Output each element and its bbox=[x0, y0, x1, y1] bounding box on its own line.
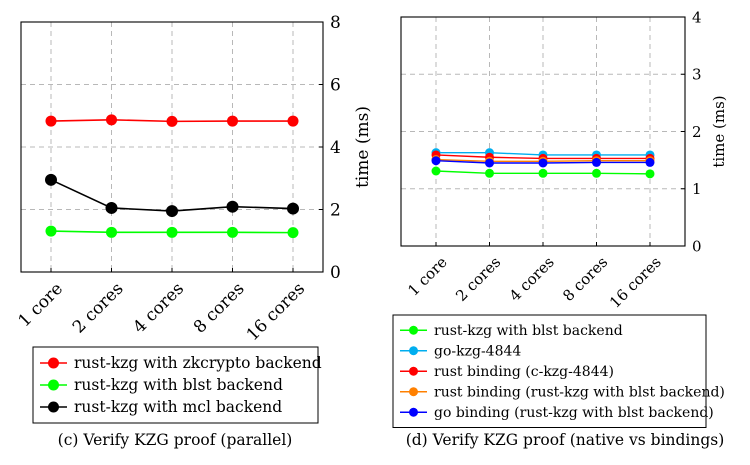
y-tick-label: 0 bbox=[692, 237, 702, 255]
y-tick-label: 4 bbox=[692, 8, 702, 26]
data-point bbox=[106, 226, 117, 238]
legend-box bbox=[392, 314, 707, 428]
legend-label: rust-kzg with zkcrypto backend bbox=[74, 354, 322, 372]
data-point bbox=[287, 227, 299, 239]
x-tick-label: 16 cores bbox=[243, 279, 309, 345]
data-point bbox=[592, 157, 601, 167]
data-point bbox=[106, 114, 117, 126]
x-tick-label: 1 core bbox=[404, 253, 451, 300]
data-point bbox=[227, 115, 238, 127]
data-point bbox=[431, 166, 441, 176]
data-point bbox=[105, 201, 118, 214]
data-point bbox=[645, 169, 655, 179]
legend-label: go binding (rust-kzg with blst backend) bbox=[434, 405, 714, 421]
data-point bbox=[287, 202, 299, 215]
data-point bbox=[45, 173, 57, 186]
x-tick-label: 1 core bbox=[15, 279, 67, 331]
data-point bbox=[431, 156, 441, 166]
x-tick-label: 4 cores bbox=[506, 253, 558, 305]
y-tick-label: 3 bbox=[692, 66, 702, 84]
y-tick-label: 6 bbox=[330, 75, 341, 95]
legend-label: rust binding (c-kzg-4844) bbox=[434, 364, 614, 380]
legend-label: rust binding (rust-kzg with blst backend… bbox=[434, 384, 725, 400]
data-point bbox=[485, 158, 494, 168]
legend-box bbox=[32, 346, 319, 424]
legend-label: rust-kzg with blst backend bbox=[74, 376, 283, 394]
x-tick-label: 2 cores bbox=[69, 279, 128, 338]
data-point bbox=[645, 157, 655, 167]
data-point bbox=[592, 168, 601, 178]
x-tick-label: 4 cores bbox=[129, 279, 188, 338]
y-axis-label: time (ms) bbox=[710, 95, 728, 167]
data-point bbox=[287, 115, 299, 127]
y-tick-label: 4 bbox=[330, 138, 341, 158]
data-point bbox=[45, 115, 57, 127]
data-point bbox=[227, 226, 238, 238]
data-point bbox=[538, 168, 548, 178]
legend-swatch-marker bbox=[409, 387, 418, 397]
y-tick-label: 2 bbox=[692, 123, 702, 141]
legend-label: rust-kzg with blst backend bbox=[434, 323, 623, 339]
legend-swatch-marker bbox=[409, 407, 418, 417]
data-point bbox=[166, 226, 178, 238]
legend-label: rust-kzg with mcl backend bbox=[74, 398, 282, 416]
plot-frame bbox=[400, 16, 686, 247]
legend-swatch-marker bbox=[48, 379, 59, 391]
figure-caption: (c) Verify KZG proof (parallel) bbox=[58, 431, 293, 449]
data-point bbox=[166, 205, 178, 218]
y-tick-label: 2 bbox=[330, 200, 341, 220]
data-point bbox=[45, 225, 57, 237]
y-axis-label: time (ms) bbox=[353, 106, 373, 188]
data-point bbox=[166, 115, 178, 127]
data-point bbox=[538, 158, 548, 168]
y-tick-label: 0 bbox=[330, 263, 341, 283]
x-tick-label: 2 cores bbox=[452, 253, 504, 305]
x-tick-label: 8 cores bbox=[190, 279, 249, 338]
legend-swatch-marker bbox=[48, 357, 59, 369]
x-tick-label: 16 cores bbox=[606, 253, 665, 312]
data-point bbox=[485, 168, 494, 178]
data-point bbox=[226, 200, 239, 213]
legend-swatch-marker bbox=[409, 325, 418, 335]
y-tick-label: 1 bbox=[692, 180, 702, 198]
legend-label: go-kzg-4844 bbox=[434, 343, 521, 359]
y-tick-label: 8 bbox=[330, 13, 341, 33]
figure-caption: (d) Verify KZG proof (native vs bindings… bbox=[406, 431, 725, 449]
legend-swatch-marker bbox=[409, 366, 418, 376]
legend-swatch-marker bbox=[409, 346, 418, 356]
x-tick-label: 8 cores bbox=[559, 253, 611, 305]
legend-swatch-marker bbox=[48, 401, 59, 413]
